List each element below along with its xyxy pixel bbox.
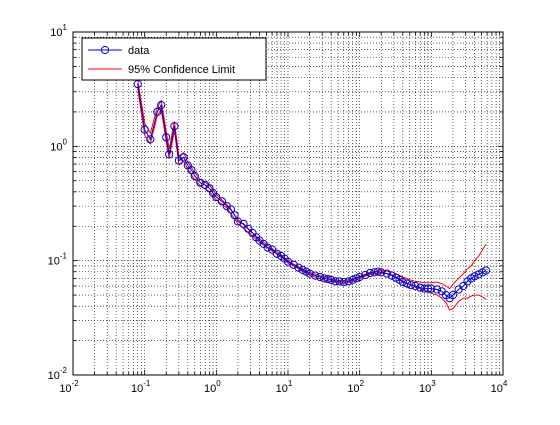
x-tick-label: 100 [204, 379, 221, 395]
data-point-marker [335, 277, 344, 286]
data-point-marker [448, 291, 457, 300]
data-point-marker [416, 283, 425, 292]
data-point-marker [244, 224, 253, 233]
data-point-marker [315, 272, 325, 282]
axes-box [72, 31, 504, 376]
data-point-marker [355, 272, 364, 282]
data-point-marker [239, 219, 248, 228]
data-point-marker [179, 153, 188, 162]
y-tick-label: 100 [50, 137, 67, 153]
data-point-marker [272, 249, 281, 258]
y-tick-label: 101 [50, 23, 67, 39]
data-point-marker [411, 281, 420, 291]
data-series-line [137, 84, 487, 299]
x-tick-label: 10-1 [131, 379, 151, 395]
data-point-marker [366, 268, 375, 278]
data-point-marker [323, 275, 332, 284]
data-point-marker [226, 205, 236, 214]
data-point-marker [331, 277, 340, 286]
data-point-marker [427, 284, 436, 293]
data-point-marker [361, 270, 370, 280]
data-point-marker [311, 271, 320, 280]
data-point-marker [432, 285, 442, 294]
data-point-marker [373, 267, 383, 276]
data-point-marker [217, 197, 227, 206]
data-point-marker [481, 266, 491, 275]
data-point-marker [153, 107, 162, 117]
data-point-marker [140, 125, 149, 134]
data-point-marker [233, 217, 242, 226]
data-point-marker [268, 245, 277, 254]
legend-confidence-label: 95% Confidence Limit [128, 64, 235, 76]
data-point-marker [289, 260, 298, 269]
data-point-marker [298, 265, 307, 274]
x-tick-label: 104 [491, 379, 508, 395]
x-tick-label: 101 [276, 379, 293, 395]
data-point-marker [344, 277, 353, 286]
data-point-marker [212, 193, 221, 202]
data-point-marker [470, 272, 479, 281]
data-point-marker [387, 271, 396, 280]
data-point-marker [382, 269, 391, 278]
data-point-marker [377, 268, 386, 277]
y-tick-label: 10-2 [48, 366, 68, 382]
data-point-marker [170, 122, 179, 131]
data-point-marker [263, 243, 272, 252]
data-point-marker [190, 171, 199, 181]
data-point-marker [474, 270, 483, 279]
legend-data-label: data [128, 45, 150, 57]
data-point-marker [146, 135, 155, 144]
x-tick-label: 103 [419, 379, 436, 395]
y-tick-label: 10-1 [48, 252, 68, 268]
data-point-marker [459, 281, 468, 291]
data-point-marker [348, 275, 357, 284]
data-point-marker [157, 100, 166, 110]
data-point-marker [403, 279, 412, 288]
data-point-marker [406, 281, 416, 290]
data-point-marker [339, 278, 348, 287]
data-point-marker [398, 278, 407, 287]
data-point-marker [230, 211, 239, 220]
data-point-marker [196, 178, 205, 187]
x-tick-label: 102 [347, 379, 364, 395]
data-point-marker [162, 133, 171, 142]
data-point-marker [327, 275, 336, 284]
x-tick-label: 10-2 [59, 379, 79, 395]
data-point-marker [305, 269, 314, 278]
data-point-marker [424, 284, 433, 293]
legend-data-marker [100, 45, 110, 55]
data-point-marker [294, 263, 303, 272]
data-point-marker [165, 150, 174, 159]
legend-box [81, 37, 267, 81]
